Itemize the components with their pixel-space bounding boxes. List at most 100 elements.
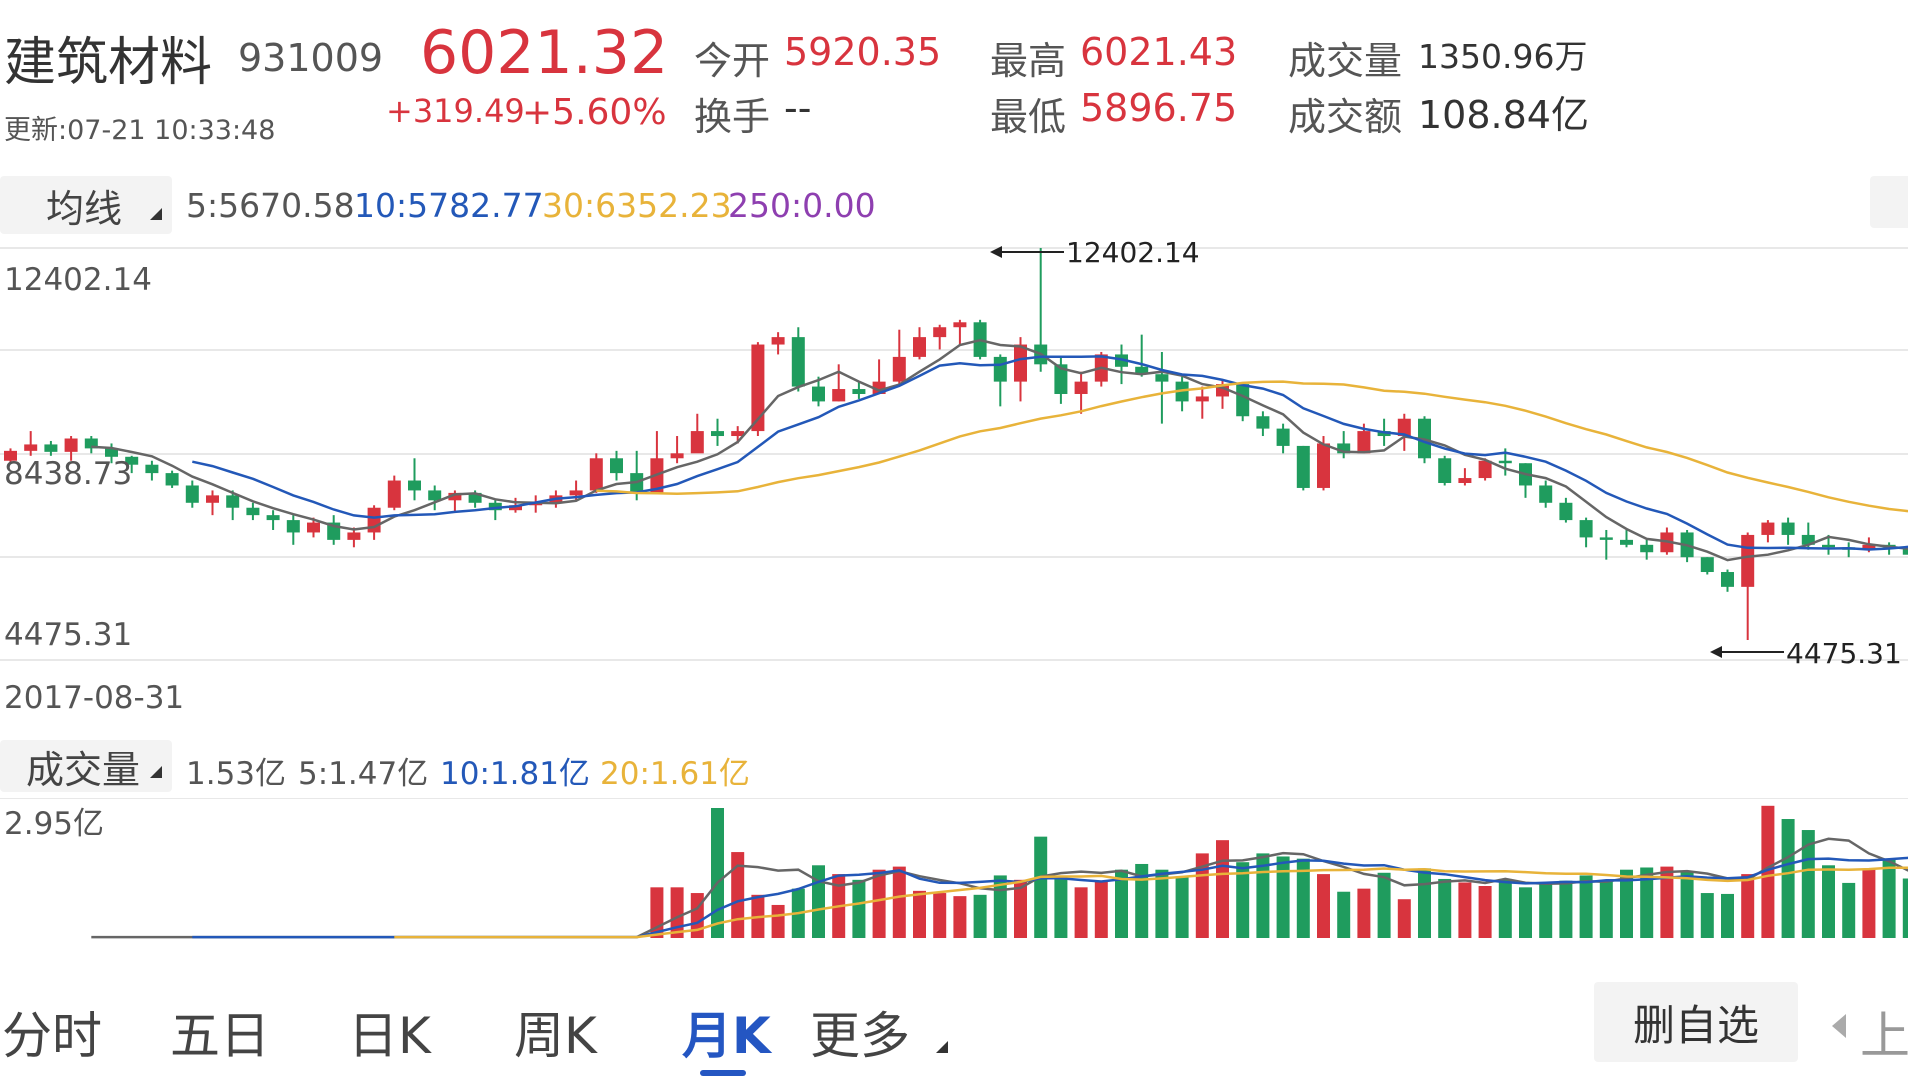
candle [690, 413, 704, 454]
tab-five-day[interactable]: 五日 [170, 1007, 270, 1065]
candle-body [509, 505, 522, 511]
remove-watchlist-button[interactable]: 删自选 [1594, 982, 1798, 1062]
volume-max-label: 2.95亿 [4, 806, 104, 842]
volume-bar [1620, 869, 1633, 938]
volume-bars-group [650, 805, 1908, 938]
candle-body [1438, 458, 1452, 484]
tab-bar: 分时 五日 日K 周K 月K 更多 删自选 上 [0, 980, 1908, 1076]
volume-dropdown-button[interactable]: 成交量 [0, 740, 172, 792]
volume-bar [1882, 858, 1896, 938]
candle-body [1074, 381, 1088, 394]
candle [408, 458, 421, 501]
candle-body [428, 490, 442, 501]
tab-weekly-k[interactable]: 周K [514, 1007, 597, 1065]
candle-body [690, 431, 704, 454]
open-value: 5920.35 [784, 30, 942, 74]
candle [1438, 455, 1452, 486]
vol-legend: 1.53亿 [186, 756, 287, 792]
candle [24, 431, 38, 456]
candle-body [125, 456, 139, 465]
index-code: 931009 [238, 36, 384, 80]
candle-body [852, 389, 866, 394]
dropdown-triangle-icon [935, 1041, 948, 1053]
candle-body [711, 431, 724, 437]
candle [1296, 445, 1310, 491]
volume-bar [1014, 879, 1027, 938]
candle-body [1822, 544, 1835, 548]
candle [307, 517, 320, 538]
high-marker-label: 12402.14 [1066, 240, 1200, 269]
candle [428, 485, 442, 511]
kline-chart[interactable]: 12402.14 8438.73 4475.31 12402.14 4475.3… [0, 240, 1908, 680]
ma-dropdown-button[interactable]: 均线 [0, 176, 172, 234]
tab-monthly-k[interactable]: 月K [682, 1007, 771, 1065]
dropdown-triangle-icon [150, 208, 162, 220]
candle-body [206, 495, 219, 503]
volume-bar [812, 865, 825, 938]
candle [4, 448, 17, 464]
prev-arrow-icon[interactable] [1832, 1014, 1846, 1038]
candle-body [307, 522, 320, 533]
candle [84, 436, 98, 454]
tab-daily-k[interactable]: 日K [348, 1007, 431, 1065]
candle [1640, 539, 1654, 560]
volume-bar [1680, 871, 1694, 938]
volume-chart[interactable]: 2.95亿 [0, 798, 1908, 944]
next-item-label[interactable]: 上 [1860, 1007, 1908, 1065]
candle-body [1862, 544, 1876, 550]
candle-body [286, 520, 300, 533]
candle [1559, 497, 1573, 523]
ma10-legend: 10:5782.77 [354, 186, 544, 225]
volume-bar [1539, 884, 1553, 938]
candle-body [1135, 366, 1149, 375]
candle-body [44, 444, 58, 452]
candle-body [771, 337, 785, 345]
candle-body [610, 458, 623, 474]
candle-body [993, 356, 1007, 382]
y-axis-mid-label: 8438.73 [4, 456, 132, 492]
vol20-legend: 20:1.61亿 [600, 756, 750, 792]
candle [1478, 458, 1492, 481]
candle-body [1317, 443, 1330, 488]
candle [145, 460, 159, 481]
volume-bar [1498, 878, 1512, 938]
high-value: 6021.43 [1080, 30, 1238, 74]
candle [327, 515, 341, 545]
volume-bar [852, 879, 866, 938]
ma-dropdown-label: 均线 [46, 186, 123, 231]
tab-intraday[interactable]: 分时 [2, 1007, 102, 1065]
candle-body [1902, 547, 1908, 555]
y-axis-top-label: 12402.14 [4, 262, 152, 298]
candle [246, 502, 260, 521]
candle-body [1256, 416, 1270, 429]
candle-body [1559, 502, 1573, 521]
candle [1236, 384, 1250, 422]
side-panel-edge[interactable] [1870, 176, 1908, 228]
candle-body [1195, 396, 1209, 402]
candle [1256, 411, 1270, 437]
volume-bar [1741, 874, 1755, 938]
candle-body [751, 344, 765, 432]
candle-body [1236, 384, 1250, 417]
volume-bar [1135, 863, 1149, 938]
candle [387, 475, 401, 511]
candle-body [64, 438, 78, 452]
turnover-label: 换手 [694, 95, 771, 139]
high-marker: 12402.14 [990, 240, 1200, 269]
volume-label: 成交量 [1288, 39, 1403, 83]
candle [1175, 376, 1189, 412]
volume-bar [1761, 805, 1775, 938]
candle [1054, 356, 1068, 404]
candle-body [468, 492, 482, 503]
candle-body [670, 453, 684, 459]
candle-body [145, 464, 159, 474]
ma5-legend: 5:5670.58 [186, 186, 355, 225]
candle [286, 515, 300, 545]
candle-body [1458, 478, 1472, 484]
candle [933, 324, 947, 350]
candle [1276, 423, 1290, 454]
volume-dropdown-label: 成交量 [26, 747, 141, 792]
candle [1599, 529, 1613, 560]
tab-more[interactable]: 更多 [810, 996, 948, 1068]
candle [913, 327, 926, 360]
